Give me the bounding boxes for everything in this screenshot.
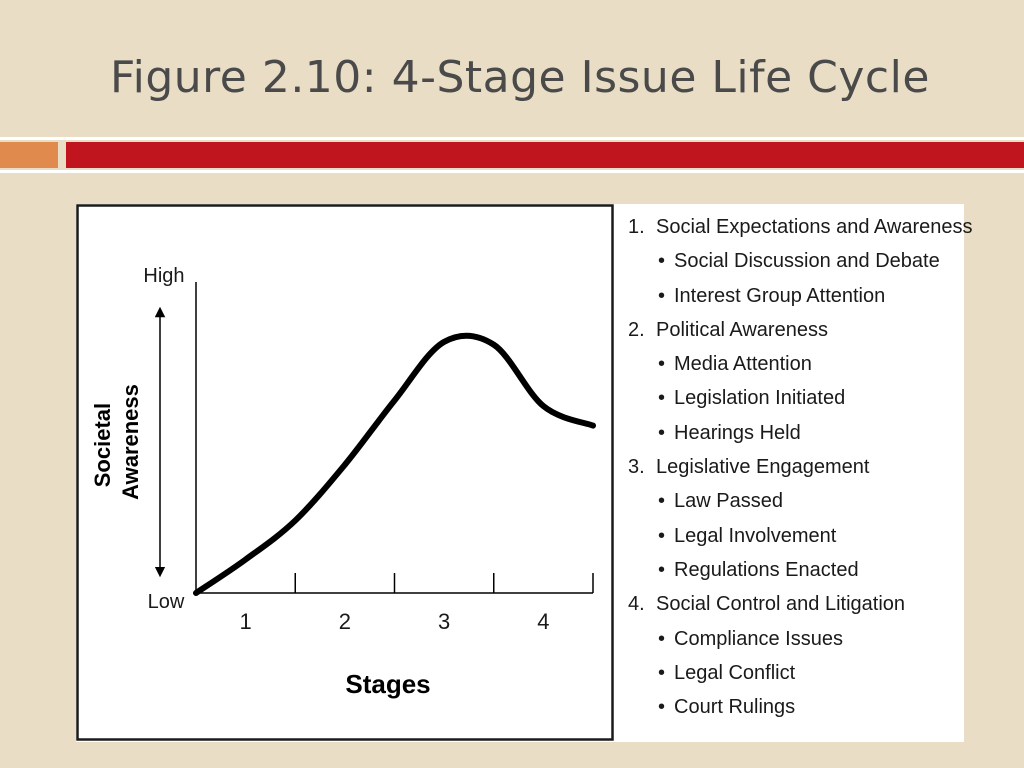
bullet-icon: •: [658, 353, 666, 376]
stage-sub-item-label: Legal Involvement: [674, 524, 837, 547]
stage-sub-item: • Regulations Enacted: [628, 553, 962, 587]
stage-label-1: 1: [240, 609, 252, 634]
chart-frame: [76, 204, 614, 741]
bullet-icon: •: [658, 524, 666, 547]
accent-bar-orange: [0, 142, 58, 168]
x-axis-title: Stages: [345, 669, 430, 699]
stage-sub-item: • Media Attention: [628, 347, 962, 381]
stage-sub-item: • Social Discussion and Debate: [628, 244, 962, 278]
stage-sub-item: • Interest Group Attention: [628, 279, 962, 313]
bullet-icon: •: [658, 558, 666, 581]
bullet-icon: •: [658, 661, 666, 684]
stage-heading-label: Social Expectations and Awareness: [656, 216, 973, 238]
stage-sub-item: • Compliance Issues: [628, 622, 962, 656]
stage-sub-item-label: Interest Group Attention: [674, 284, 886, 307]
bullet-icon: •: [658, 627, 666, 650]
y-axis-title-line-1: Societal: [90, 403, 115, 487]
stage-sub-item-label: Regulations Enacted: [674, 558, 859, 581]
stage-heading-4: 4. Social Control and Litigation: [628, 587, 962, 621]
bullet-icon: •: [658, 421, 666, 444]
stage-sub-item-label: Court Rulings: [674, 696, 796, 719]
stage-list: 1. Social Expectations and Awareness • Soci…: [628, 210, 973, 724]
y-axis-title: Societal Awareness: [90, 384, 143, 500]
stage-number: 4.: [628, 593, 645, 616]
stage-sub-item: • Legal Involvement: [628, 519, 962, 553]
stage-label-4: 4: [537, 609, 549, 634]
stage-sub-item-label: Law Passed: [674, 490, 783, 513]
divider-line-top: [0, 137, 1024, 140]
stage-sub-item-label: Hearings Held: [674, 421, 801, 444]
stage-sub-item: • Law Passed: [628, 484, 962, 518]
stage-number: 1.: [628, 216, 645, 238]
divider-line-bottom: [0, 170, 1024, 173]
stage-sub-item-label: Legal Conflict: [674, 661, 796, 684]
stage-heading-1: 1. Social Expectations and Awareness: [628, 210, 973, 244]
stage-sub-item-label: Legislation Initiated: [674, 387, 846, 410]
stage-label-2: 2: [339, 609, 351, 634]
stage-heading-label: Legislative Engagement: [656, 456, 870, 479]
stage-sub-item: • Legal Conflict: [628, 656, 962, 690]
stage-heading-label: Political Awareness: [656, 318, 828, 341]
slide-title: Figure 2.10: 4-Stage Issue Life Cycle: [110, 52, 930, 103]
stage-sub-item-label: Compliance Issues: [674, 627, 843, 650]
stage-sub-item-label: Media Attention: [674, 353, 812, 376]
stage-number: 3.: [628, 456, 645, 479]
accent-bar-red: [66, 142, 1024, 168]
issue-life-cycle-chart: 1 2 3 4 High Low Societal Awareness Stages: [76, 204, 614, 741]
stage-sub-item: • Court Rulings: [628, 690, 962, 724]
y-axis-title-line-2: Awareness: [118, 384, 143, 500]
awareness-curve: [193, 332, 596, 596]
stage-number: 2.: [628, 318, 645, 341]
stage-heading-3: 3. Legislative Engagement: [628, 450, 962, 484]
stage-sub-item: • Legislation Initiated: [628, 381, 962, 415]
stage-heading-2: 2. Political Awareness: [628, 313, 962, 347]
bullet-icon: •: [658, 490, 666, 513]
y-axis-low-label: Low: [148, 591, 185, 613]
bullet-icon: •: [658, 284, 666, 307]
stage-label-3: 3: [438, 609, 450, 634]
stage-sub-item-label: Social Discussion and Debate: [674, 250, 940, 273]
bullet-icon: •: [658, 696, 666, 719]
y-axis-high-label: High: [143, 265, 184, 287]
stage-sub-item: • Hearings Held: [628, 416, 962, 450]
bullet-icon: •: [658, 250, 666, 273]
bullet-icon: •: [658, 387, 666, 410]
stage-heading-label: Social Control and Litigation: [656, 593, 906, 616]
